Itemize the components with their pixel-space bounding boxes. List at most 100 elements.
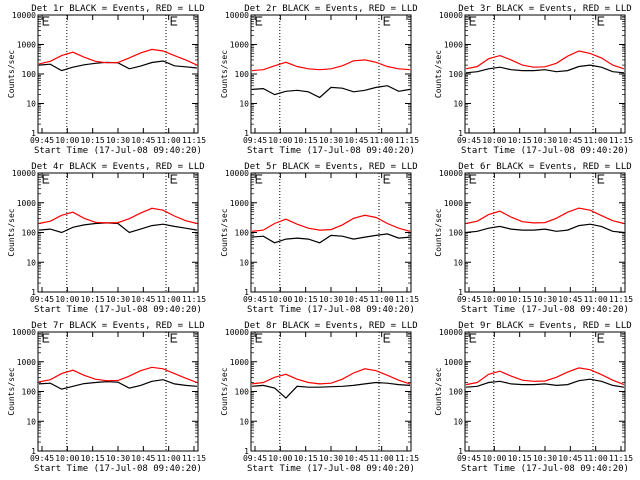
panel-title: Det 1r BLACK = Events, RED = LLD [31, 4, 204, 14]
y-tick-label: 1000 [17, 358, 36, 367]
y-tick-label: 1000 [230, 41, 249, 50]
e-marker [42, 333, 50, 343]
event-rate-line [465, 223, 625, 234]
lld-rate-line [38, 48, 198, 66]
e-marker [469, 333, 477, 343]
event-rate-line [465, 378, 625, 388]
x-tick-label: 10:00 [55, 295, 79, 304]
y-tick-label: 10000 [225, 11, 249, 20]
x-axis-label: Start Time (17-Jul-08 09:40:20) [34, 146, 202, 156]
e-marker [597, 16, 605, 26]
y-tick-label: 1000 [444, 41, 463, 50]
e-marker [383, 174, 391, 184]
x-tick-label: 09:45 [457, 454, 481, 463]
detector-panel: Det 8r BLACK = Events, RED = LLD 1 10 100 10… [220, 321, 419, 474]
y-tick-label: 10000 [225, 169, 249, 178]
y-tick-label: 10 [453, 100, 463, 109]
x-tick-label: 10:45 [344, 136, 368, 145]
y-tick-label: 1000 [230, 199, 249, 208]
y-tick-label: 1 [244, 129, 249, 138]
x-tick-label: 11:00 [584, 454, 608, 463]
x-tick-label: 11:00 [370, 454, 394, 463]
e-marker [255, 174, 263, 184]
x-tick-label: 09:45 [243, 295, 267, 304]
x-tick-label: 10:30 [533, 454, 557, 463]
y-tick-label: 1 [244, 447, 249, 456]
x-tick-label: 10:15 [294, 295, 318, 304]
x-tick-label: 10:30 [319, 295, 343, 304]
e-marker [255, 16, 263, 26]
y-tick-label: 10 [239, 258, 249, 267]
y-tick-label: 1 [31, 288, 36, 297]
y-tick-label: 10 [26, 100, 36, 109]
x-tick-label: 11:15 [395, 454, 419, 463]
x-tick-label: 11:00 [584, 295, 608, 304]
e-marker [42, 174, 50, 184]
y-tick-label: 100 [449, 229, 464, 238]
e-marker [255, 333, 263, 343]
y-tick-label: 1000 [444, 199, 463, 208]
x-tick-label: 10:00 [268, 454, 292, 463]
x-axis-label: Start Time (17-Jul-08 09:40:20) [247, 146, 415, 156]
x-tick-label: 10:00 [482, 454, 506, 463]
y-tick-label: 1000 [230, 358, 249, 367]
event-rate-line [251, 381, 411, 399]
x-tick-label: 11:15 [609, 454, 633, 463]
y-tick-label: 1 [31, 447, 36, 456]
y-tick-label: 10000 [439, 169, 463, 178]
x-tick-label: 10:15 [294, 454, 318, 463]
x-tick-label: 11:15 [182, 454, 206, 463]
x-tick-label: 11:15 [182, 295, 206, 304]
y-tick-label: 100 [235, 229, 250, 238]
x-tick-label: 10:15 [294, 136, 318, 145]
x-tick-label: 11:00 [157, 454, 181, 463]
y-tick-label: 10 [239, 417, 249, 426]
x-axis-label: Start Time (17-Jul-08 09:40:20) [247, 464, 415, 474]
lld-rate-line [38, 366, 198, 384]
detector-panel: Det 7r BLACK = Events, RED = LLD 1 10 100 10… [7, 321, 206, 474]
event-rate-line [465, 64, 625, 74]
x-tick-label: 10:15 [508, 454, 532, 463]
x-axis-label: Start Time (17-Jul-08 09:40:20) [247, 305, 415, 315]
x-tick-label: 10:30 [106, 136, 130, 145]
x-tick-label: 10:30 [106, 454, 130, 463]
x-tick-label: 10:30 [106, 295, 130, 304]
e-marker [469, 174, 477, 184]
y-tick-label: 100 [22, 70, 37, 79]
event-rate-line [251, 85, 411, 99]
detector-panel: Det 3r BLACK = Events, RED = LLD 1 10 100 10… [434, 4, 633, 156]
e-marker [383, 333, 391, 343]
panel-title: Det 6r BLACK = Events, RED = LLD [458, 162, 631, 172]
x-tick-label: 09:45 [30, 454, 54, 463]
x-tick-label: 10:15 [81, 295, 105, 304]
x-tick-label: 11:00 [157, 295, 181, 304]
x-tick-label: 10:00 [268, 295, 292, 304]
x-axis-label: Start Time (17-Jul-08 09:40:20) [461, 305, 629, 315]
x-tick-label: 11:00 [370, 295, 394, 304]
detector-panel: Det 4r BLACK = Events, RED = LLD 1 10 100 10… [7, 162, 206, 315]
x-tick-label: 10:15 [81, 136, 105, 145]
x-tick-label: 10:45 [558, 136, 582, 145]
y-tick-label: 1 [458, 447, 463, 456]
lld-rate-line [465, 50, 625, 70]
e-marker [170, 174, 178, 184]
panel-title: Det 4r BLACK = Events, RED = LLD [31, 162, 204, 172]
e-marker [597, 333, 605, 343]
e-marker [597, 174, 605, 184]
event-rate-line [38, 379, 198, 390]
panel-title: Det 3r BLACK = Events, RED = LLD [458, 4, 631, 14]
lld-rate-line [251, 368, 411, 385]
detector-panel: Det 9r BLACK = Events, RED = LLD 1 10 100 10… [434, 321, 633, 474]
x-tick-label: 11:00 [370, 136, 394, 145]
x-tick-label: 11:15 [609, 136, 633, 145]
x-axis-label: Start Time (17-Jul-08 09:40:20) [34, 305, 202, 315]
plot-frame [37, 331, 199, 452]
x-tick-label: 11:15 [182, 136, 206, 145]
panel-title: Det 9r BLACK = Events, RED = LLD [458, 321, 631, 331]
x-tick-label: 10:00 [268, 136, 292, 145]
panel-title: Det 8r BLACK = Events, RED = LLD [244, 321, 417, 331]
x-tick-label: 10:45 [344, 295, 368, 304]
lld-rate-line [38, 207, 198, 225]
x-tick-label: 11:15 [395, 136, 419, 145]
